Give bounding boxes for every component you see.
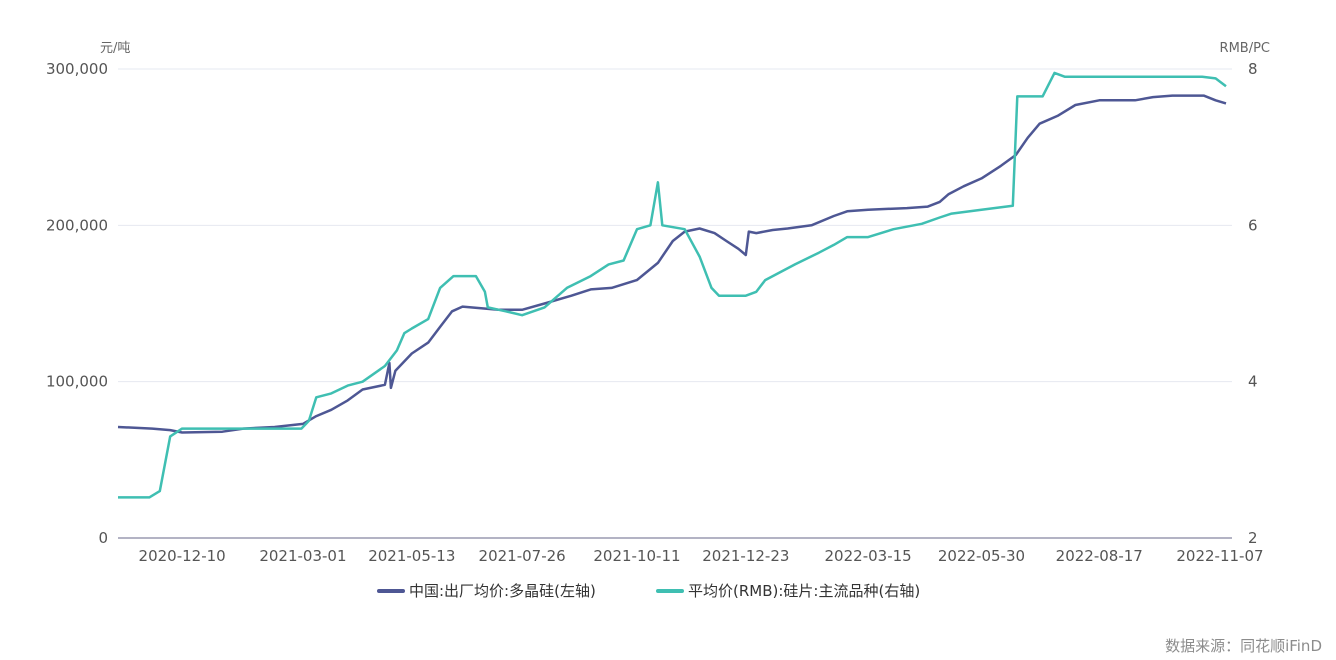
gridlines <box>118 68 1232 383</box>
right-tick-label: 2 <box>1248 529 1258 547</box>
x-tick-label: 2020-12-10 <box>139 547 226 565</box>
right-tick-label: 8 <box>1248 60 1258 78</box>
x-tick-label: 2022-11-07 <box>1176 547 1263 565</box>
series-line <box>118 71 1227 499</box>
right-tick-label: 6 <box>1248 216 1258 234</box>
left-axis-ticks: 0 100,000 200,000 300,000 <box>46 60 108 547</box>
legend-label: 中国:出厂均价:多晶硅(左轴) <box>409 582 596 600</box>
left-tick-label: 100,000 <box>46 373 108 391</box>
legend: 中国:出厂均价:多晶硅(左轴) 平均价(RMB):硅片:主流品种(右轴) <box>377 582 920 600</box>
x-tick-label: 2021-10-11 <box>593 547 680 565</box>
x-tick-label: 2021-03-01 <box>259 547 346 565</box>
x-axis-ticks: 2020-12-10 2021-03-01 2021-05-13 2021-07-26… <box>139 547 1264 565</box>
series-layer <box>117 71 1227 499</box>
left-axis-unit: 元/吨 <box>100 41 130 56</box>
x-tick-label: 2021-05-13 <box>368 547 455 565</box>
right-axis-unit: RMB/PC <box>1220 41 1270 56</box>
x-tick-label: 2022-05-30 <box>938 547 1025 565</box>
right-axis-ticks: 2 4 6 8 <box>1248 60 1258 547</box>
x-tick-label: 2021-12-23 <box>702 547 789 565</box>
left-tick-label: 300,000 <box>46 60 108 78</box>
series-line <box>117 94 1227 434</box>
source-note: 数据来源：同花顺iFinD <box>1165 637 1322 655</box>
x-tick-label: 2022-08-17 <box>1056 547 1143 565</box>
left-tick-label: 200,000 <box>46 216 108 234</box>
x-tick-label: 2021-07-26 <box>479 547 566 565</box>
right-tick-label: 4 <box>1248 373 1258 391</box>
left-tick-label: 0 <box>98 529 108 547</box>
legend-label: 平均价(RMB):硅片:主流品种(右轴) <box>688 582 920 600</box>
x-tick-label: 2022-03-15 <box>825 547 912 565</box>
